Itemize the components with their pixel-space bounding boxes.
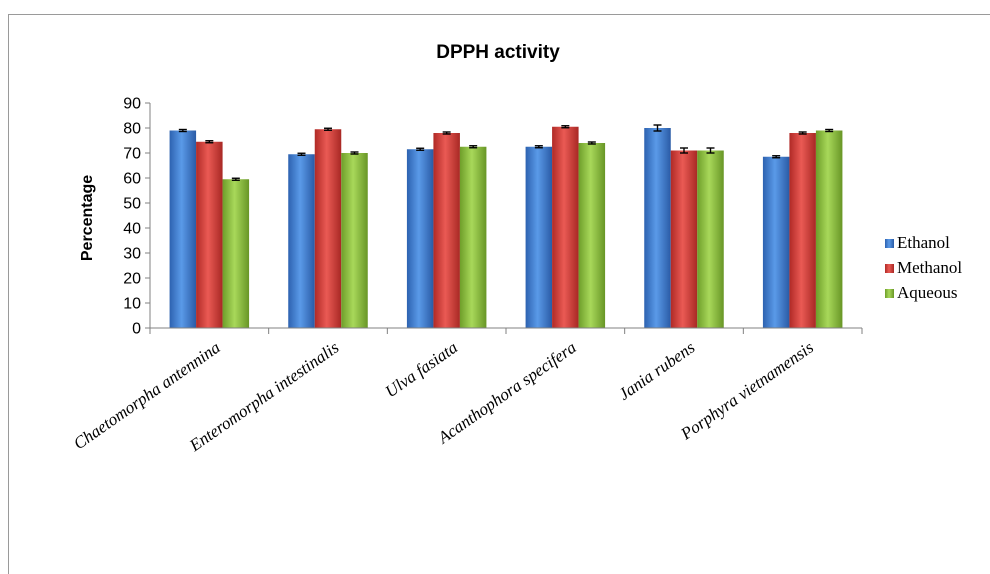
bars-group: [169, 124, 843, 328]
error-bar-methanol-chaetomorpha-antennina: [205, 140, 214, 144]
error-bar-ethanol-jania-rubens: [653, 124, 662, 132]
bar-ethanol-acanthophora-specifera: [525, 146, 553, 328]
error-bar-ethanol-enteromorpha-intestinalis: [297, 152, 306, 156]
error-bar-aqueous-ulva-fasiata: [469, 145, 478, 149]
bar-methanol-acanthophora-specifera: [552, 126, 579, 328]
y-tick-label: 70: [123, 146, 141, 163]
y-tick-label: 0: [132, 321, 141, 338]
bar-ethanol-jania-rubens: [644, 128, 671, 328]
bar-methanol-ulva-fasiata: [433, 133, 460, 328]
bar-aqueous-chaetomorpha-antennina: [222, 179, 250, 328]
bar-aqueous-enteromorpha-intestinalis: [341, 153, 368, 328]
error-bar-aqueous-porphyra-vietnamensis: [825, 128, 834, 133]
y-axis-ticks: 0 10 20 30 40 50 60 70 80 90: [123, 96, 150, 338]
error-bar-aqueous-jania-rubens: [706, 147, 715, 154]
legend: Ethanol Methanol Aqueous: [885, 233, 962, 302]
bar-methanol-enteromorpha-intestinalis: [314, 129, 342, 328]
error-bar-ethanol-ulva-fasiata: [416, 147, 425, 151]
error-bar-ethanol-acanthophora-specifera: [534, 145, 543, 149]
y-tick-label: 60: [123, 171, 141, 188]
legend-swatch-ethanol: [885, 239, 894, 248]
y-tick-label: 30: [123, 246, 141, 263]
legend-label-aqueous: Aqueous: [897, 283, 957, 302]
legend-label-methanol: Methanol: [897, 258, 962, 277]
bar-methanol-jania-rubens: [670, 150, 698, 328]
error-bar-ethanol-porphyra-vietnamensis: [772, 155, 781, 159]
chart-title: DPPH activity: [436, 42, 560, 63]
x-tick-label-ulva-fasiata: Ulva fasiata: [382, 338, 461, 402]
y-tick-label: 40: [123, 221, 141, 238]
bar-ethanol-chaetomorpha-antennina: [169, 130, 197, 328]
error-bar-aqueous-acanthophora-specifera: [587, 141, 596, 145]
error-bar-methanol-jania-rubens: [680, 147, 688, 154]
error-bar-aqueous-enteromorpha-intestinalis: [350, 151, 359, 155]
legend-swatch-methanol: [885, 264, 894, 273]
bar-aqueous-jania-rubens: [697, 150, 724, 328]
legend-swatch-aqueous: [885, 289, 894, 298]
error-bar-ethanol-chaetomorpha-antennina: [178, 128, 187, 133]
axes: [149, 103, 862, 329]
x-tick-label-jania-rubens: Jania rubens: [615, 337, 699, 403]
error-bar-methanol-enteromorpha-intestinalis: [324, 127, 332, 131]
bar-ethanol-porphyra-vietnamensis: [762, 156, 790, 328]
bar-aqueous-ulva-fasiata: [459, 146, 487, 328]
error-bar-aqueous-chaetomorpha-antennina: [231, 177, 240, 181]
bar-methanol-porphyra-vietnamensis: [789, 133, 816, 328]
y-tick-label: 80: [123, 121, 141, 138]
y-tick-label: 10: [123, 296, 141, 313]
bar-methanol-chaetomorpha-antennina: [196, 141, 223, 328]
error-bar-methanol-porphyra-vietnamensis: [798, 131, 807, 135]
y-tick-label: 50: [123, 196, 141, 213]
bar-ethanol-ulva-fasiata: [406, 149, 434, 328]
bar-ethanol-enteromorpha-intestinalis: [288, 154, 315, 328]
bar-aqueous-porphyra-vietnamensis: [815, 130, 843, 328]
y-axis-label: Percentage: [79, 175, 96, 261]
legend-label-ethanol: Ethanol: [897, 233, 950, 252]
bar-aqueous-acanthophora-specifera: [578, 143, 606, 328]
chart-frame: [8, 14, 990, 574]
y-tick-label: 90: [123, 96, 141, 113]
error-bar-methanol-acanthophora-specifera: [561, 125, 570, 129]
error-bar-methanol-ulva-fasiata: [442, 131, 451, 135]
y-tick-label: 20: [123, 271, 141, 288]
